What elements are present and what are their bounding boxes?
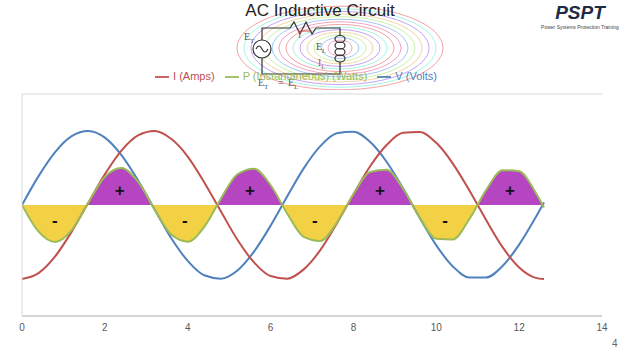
- svg-text:+: +: [375, 181, 385, 200]
- svg-text:+: +: [115, 181, 125, 200]
- svg-text:EL: EL: [316, 41, 326, 55]
- svg-text:ET: ET: [244, 31, 255, 45]
- svg-text:0: 0: [19, 322, 25, 333]
- svg-text:-: -: [182, 211, 188, 230]
- svg-text:10: 10: [431, 322, 443, 333]
- svg-text:12: 12: [514, 322, 526, 333]
- svg-text:-: -: [442, 211, 448, 230]
- svg-text:-: -: [312, 211, 318, 230]
- svg-text:+: +: [245, 181, 255, 200]
- svg-text:8: 8: [351, 322, 357, 333]
- svg-text:4: 4: [185, 322, 191, 333]
- svg-text:IL: IL: [318, 57, 326, 71]
- svg-text:+: +: [505, 181, 515, 200]
- svg-text:-: -: [52, 211, 58, 230]
- svg-text:I: I: [298, 29, 301, 40]
- svg-text:14: 14: [596, 322, 608, 333]
- svg-text:2: 2: [102, 322, 108, 333]
- svg-text:6: 6: [268, 322, 274, 333]
